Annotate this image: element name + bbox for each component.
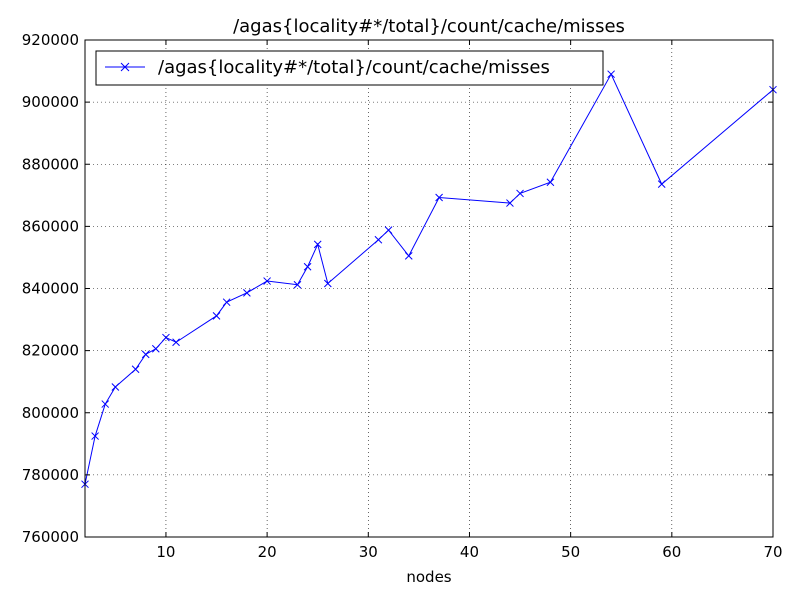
y-tick-label: 860000 xyxy=(22,217,79,235)
x-tick-label: 50 xyxy=(561,543,580,561)
y-tick-label: 900000 xyxy=(22,93,79,111)
y-tick-label: 800000 xyxy=(22,404,79,422)
x-tick-label: 60 xyxy=(662,543,681,561)
y-tick-label: 880000 xyxy=(22,155,79,173)
x-tick-label: 10 xyxy=(156,543,175,561)
data-point-x-marker xyxy=(516,189,524,198)
data-point-x-marker xyxy=(243,288,251,297)
data-point-x-marker xyxy=(212,311,221,320)
legend: /agas{locality#*/total}/count/cache/miss… xyxy=(95,50,604,86)
y-tick-label: 780000 xyxy=(22,466,79,484)
x-tick-label: 70 xyxy=(763,543,782,561)
chart-title: /agas{locality#*/total}/count/cache/miss… xyxy=(233,16,625,37)
data-point-x-marker xyxy=(374,235,383,244)
legend-label: /agas{locality#*/total}/count/cache/miss… xyxy=(158,57,550,78)
legend-x-marker-icon xyxy=(120,62,130,72)
x-tick-label: 20 xyxy=(258,543,277,561)
data-point-x-marker xyxy=(323,279,332,288)
data-point-x-marker xyxy=(506,199,514,207)
y-tick-label: 760000 xyxy=(22,528,79,546)
data-point-x-marker xyxy=(111,383,120,391)
axis-ticks: 10 20 30 40 50 60 70 760000 780000 800000 820000 84… xyxy=(22,31,783,561)
data-point-x-marker xyxy=(131,365,140,374)
y-tick-label: 820000 xyxy=(22,342,79,360)
data-point-x-marker xyxy=(313,240,322,249)
data-point-x-marker xyxy=(222,298,231,307)
x-tick-label: 30 xyxy=(359,543,378,561)
data-point-x-marker xyxy=(101,400,110,408)
y-tick-label: 920000 xyxy=(22,31,79,49)
data-point-x-marker xyxy=(263,277,271,285)
series-layer xyxy=(81,70,777,489)
y-tick-label: 840000 xyxy=(22,280,79,298)
data-point-x-marker xyxy=(293,280,302,289)
data-point-x-marker xyxy=(435,193,443,202)
data-point-x-marker xyxy=(151,344,160,353)
data-point-x-marker xyxy=(546,178,555,187)
data-point-x-marker xyxy=(303,262,312,271)
data-point-x-marker xyxy=(162,333,170,342)
data-point-x-marker xyxy=(657,180,666,188)
legend-box xyxy=(95,50,604,86)
data-point-x-marker xyxy=(91,432,99,440)
data-point-x-marker xyxy=(141,350,150,359)
data-point-x-marker xyxy=(607,70,615,79)
data-point-x-marker xyxy=(384,226,393,234)
data-point-x-marker xyxy=(404,252,413,260)
x-axis-label: nodes xyxy=(406,568,451,586)
data-point-x-marker xyxy=(172,338,180,347)
x-tick-label: 40 xyxy=(460,543,479,561)
